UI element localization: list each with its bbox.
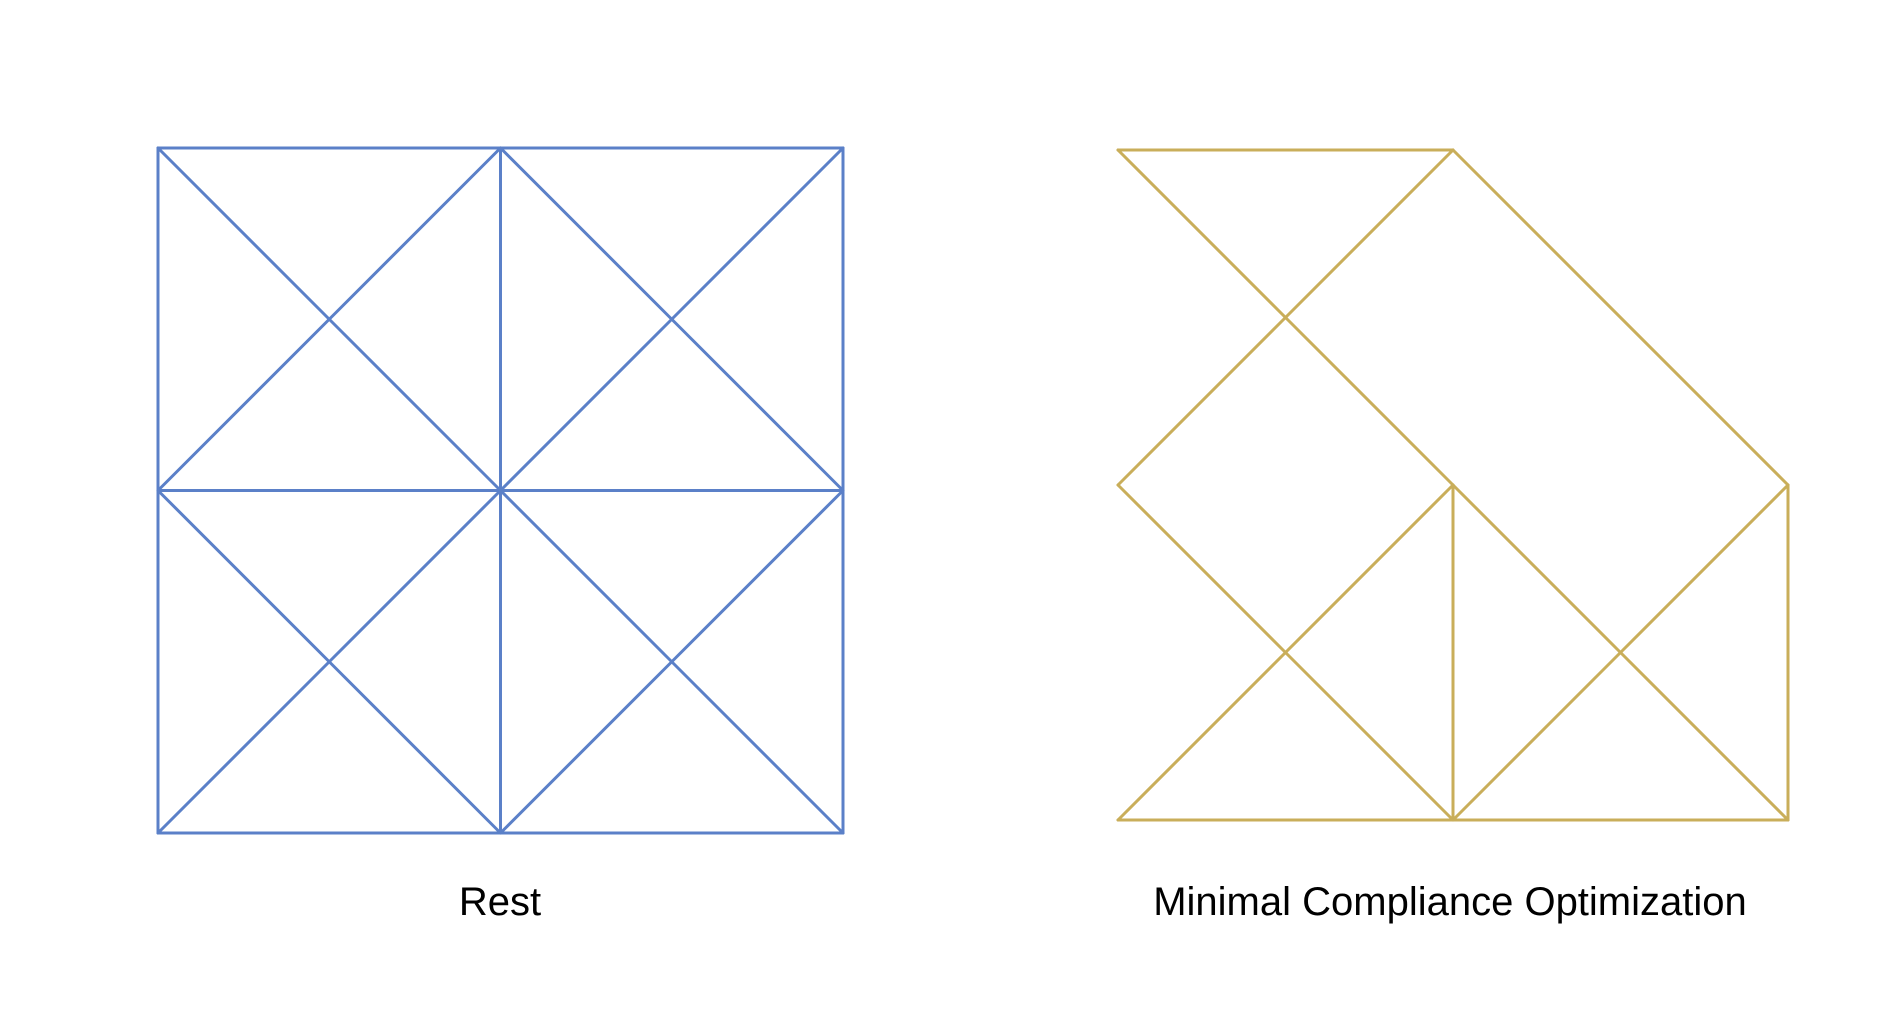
truss-member — [499, 146, 674, 321]
truss-member — [1451, 483, 1622, 654]
truss-member — [156, 660, 331, 835]
truss-member — [499, 660, 674, 835]
optimized-caption: Minimal Compliance Optimization — [1153, 880, 1747, 924]
truss-member — [1284, 483, 1455, 654]
rest-truss-panel — [156, 146, 845, 835]
truss-member — [499, 317, 674, 492]
truss-member — [1284, 148, 1455, 319]
truss-member — [327, 317, 502, 492]
truss-member — [1284, 651, 1455, 822]
truss-member — [327, 489, 502, 664]
truss-member — [156, 489, 331, 664]
truss-member — [1619, 483, 1790, 654]
truss-member — [1116, 651, 1287, 822]
truss-member — [499, 489, 674, 664]
truss-member — [1116, 483, 1287, 654]
truss-member — [670, 146, 845, 321]
rest-caption: Rest — [458, 880, 542, 924]
truss-member — [327, 146, 502, 321]
truss-member — [156, 317, 331, 492]
optimized-truss-panel — [1116, 148, 1790, 822]
truss-member — [156, 146, 331, 321]
truss-member — [1451, 148, 1790, 487]
truss-member — [1116, 316, 1287, 487]
truss-member — [1116, 148, 1287, 319]
truss-member — [670, 489, 845, 664]
truss-member — [670, 660, 845, 835]
truss-member — [327, 660, 502, 835]
truss-member — [1284, 316, 1455, 487]
truss-member — [670, 317, 845, 492]
truss-member — [1619, 651, 1790, 822]
truss-member — [1451, 651, 1622, 822]
